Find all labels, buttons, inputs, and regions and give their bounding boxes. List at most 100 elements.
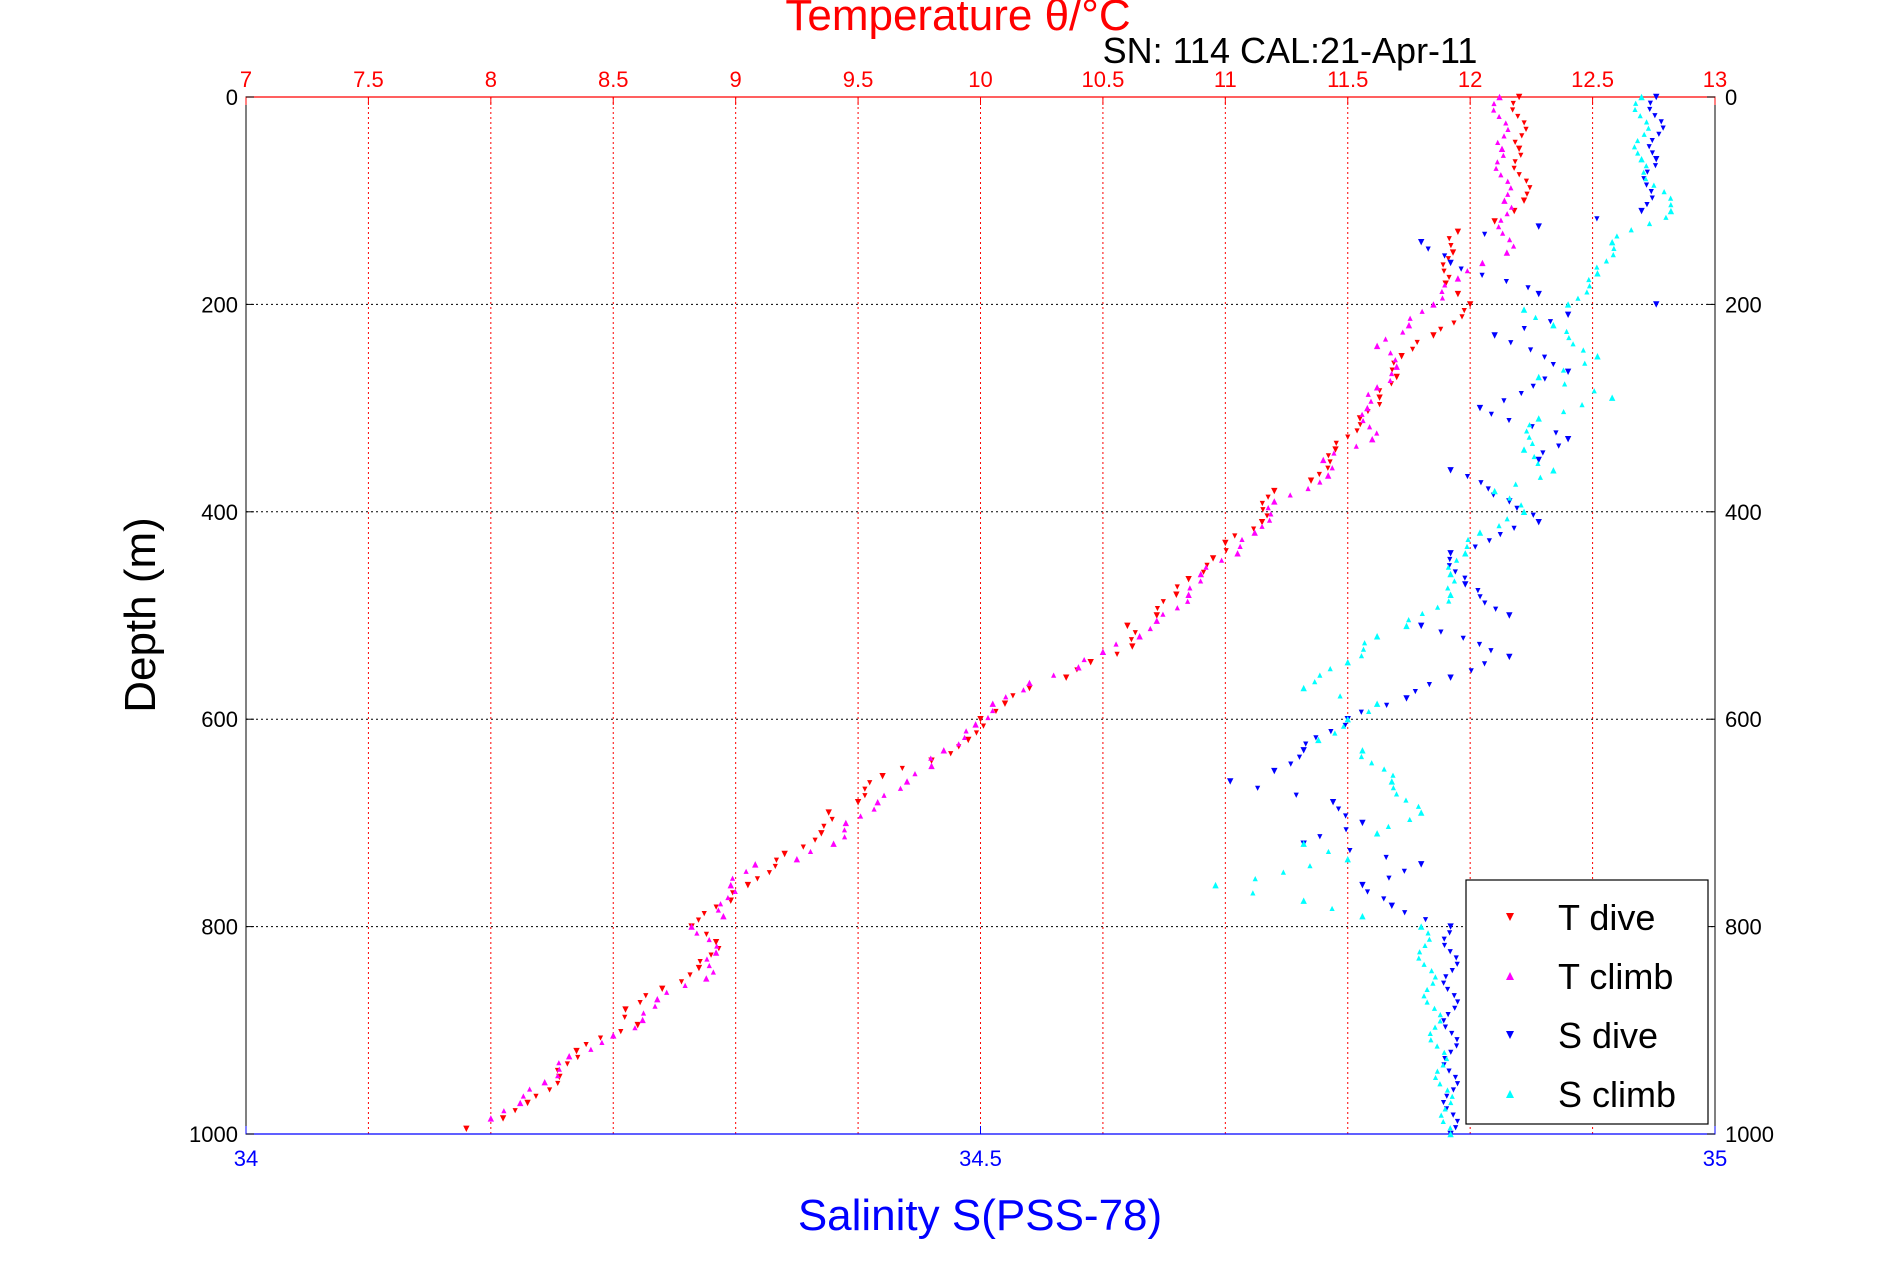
point-s-climb	[1390, 785, 1396, 791]
point-s-climb	[1579, 402, 1585, 408]
legend-label-t-dive: T dive	[1558, 897, 1655, 938]
depth-tick-label-left: 800	[201, 915, 238, 940]
point-s-dive	[1447, 923, 1454, 930]
point-s-dive	[1506, 612, 1513, 619]
point-t-dive	[1010, 693, 1016, 699]
point-s-dive	[1447, 259, 1454, 267]
point-s-climb	[1381, 766, 1387, 772]
point-t-dive	[862, 793, 868, 799]
point-t-dive	[948, 751, 954, 757]
point-t-dive	[597, 1035, 604, 1041]
temperature-tick-label: 11	[1214, 67, 1237, 92]
point-s-climb	[1434, 1043, 1440, 1049]
point-t-climb	[1405, 321, 1413, 329]
point-s-climb	[1300, 684, 1307, 692]
point-s-climb	[1476, 529, 1484, 536]
point-t-dive	[772, 863, 778, 870]
point-s-dive	[1388, 902, 1396, 910]
point-s-dive	[1329, 798, 1337, 806]
point-s-dive	[1343, 813, 1349, 819]
point-t-dive	[1524, 191, 1530, 197]
point-t-climb	[1508, 185, 1514, 191]
point-t-dive	[1515, 113, 1521, 120]
point-t-climb	[1373, 342, 1381, 350]
point-s-dive	[1444, 1093, 1450, 1099]
point-t-climb	[501, 1108, 507, 1114]
point-s-climb	[1393, 791, 1400, 797]
point-t-dive	[1454, 228, 1462, 236]
point-s-dive	[1440, 1099, 1447, 1106]
point-t-climb	[842, 819, 850, 827]
point-t-dive	[546, 1087, 553, 1093]
point-t-climb	[1479, 259, 1486, 267]
point-s-climb	[1418, 809, 1425, 816]
point-t-climb	[714, 943, 720, 949]
point-t-dive	[1307, 477, 1315, 484]
point-t-climb	[727, 881, 734, 889]
point-s-climb	[1645, 125, 1652, 131]
point-t-climb	[1287, 492, 1293, 498]
point-s-climb	[1407, 816, 1413, 823]
point-t-dive	[1325, 465, 1331, 471]
legend-marker-s-climb	[1506, 1090, 1514, 1098]
point-t-dive	[687, 972, 693, 978]
point-t-dive	[1376, 402, 1383, 408]
point-s-climb	[1520, 306, 1528, 313]
point-s-climb	[1312, 679, 1318, 685]
point-s-dive	[1477, 594, 1483, 600]
point-s-climb	[1580, 347, 1586, 353]
point-t-climb	[654, 995, 661, 1003]
point-t-climb	[928, 755, 934, 761]
point-t-climb	[940, 747, 947, 754]
series-t-climb	[487, 93, 1517, 1122]
point-t-climb	[725, 894, 731, 901]
point-t-dive	[583, 1041, 589, 1048]
point-t-dive	[555, 1080, 561, 1087]
point-s-climb	[1638, 156, 1645, 163]
point-t-dive	[1332, 446, 1339, 453]
point-s-climb	[1529, 440, 1536, 446]
point-s-climb	[1562, 381, 1568, 387]
point-s-climb	[1631, 144, 1638, 150]
point-t-dive	[1510, 107, 1516, 113]
point-t-dive	[1410, 346, 1416, 352]
point-t-climb	[1317, 479, 1323, 485]
point-s-climb	[1252, 876, 1258, 882]
point-t-dive	[818, 830, 825, 837]
point-t-climb	[1174, 605, 1180, 611]
point-t-dive	[1129, 643, 1136, 650]
point-t-dive	[1510, 100, 1516, 107]
depth-tick-label-left: 0	[226, 85, 238, 110]
point-s-climb	[1390, 772, 1396, 778]
point-s-dive	[1383, 854, 1389, 861]
point-s-dive	[1441, 936, 1447, 942]
point-s-dive	[1553, 430, 1559, 436]
legend-label-s-dive: S dive	[1558, 1015, 1658, 1056]
point-s-dive	[1482, 231, 1488, 238]
point-s-climb	[1419, 610, 1425, 617]
point-t-dive	[800, 844, 806, 850]
point-s-climb	[1448, 1099, 1454, 1106]
point-s-dive	[1653, 93, 1660, 101]
point-t-climb	[1508, 204, 1515, 210]
legend-box	[1465, 879, 1709, 1125]
point-t-climb	[1500, 230, 1506, 236]
point-s-dive	[1303, 741, 1309, 747]
point-t-climb	[1374, 430, 1380, 436]
point-s-climb	[1535, 373, 1542, 381]
point-s-dive	[1451, 993, 1457, 999]
point-s-climb	[1366, 708, 1372, 715]
point-s-climb	[1566, 334, 1572, 341]
point-t-climb	[1503, 120, 1509, 126]
point-s-climb	[1586, 276, 1592, 283]
point-s-climb	[1415, 803, 1422, 809]
point-s-dive	[1449, 1030, 1455, 1037]
point-t-dive	[1222, 539, 1229, 547]
point-s-dive	[1446, 563, 1453, 569]
point-t-dive	[1521, 120, 1527, 126]
temperature-tick-label: 10.5	[1082, 67, 1125, 92]
temperature-tick-label: 7	[240, 67, 252, 92]
point-t-climb	[1113, 641, 1119, 647]
point-s-dive	[1317, 834, 1323, 840]
point-t-climb	[717, 901, 724, 907]
